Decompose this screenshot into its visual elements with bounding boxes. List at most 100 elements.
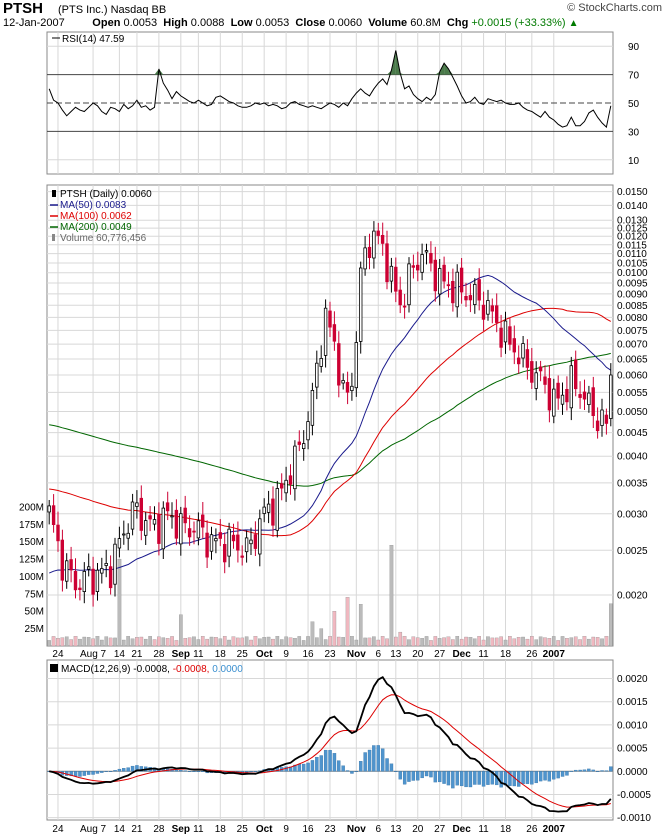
price-tick-label: 0.0050 [617,407,648,418]
macd-x-label: 23 [324,824,336,835]
volume-bar [174,640,179,647]
macd-histogram-bar [139,766,144,772]
price-legend-entry: MA(50) 0.0083 [60,200,127,211]
candle-body [508,326,512,345]
candle-body [380,234,385,244]
volume-bar [604,636,609,647]
candle-body [337,343,341,386]
macd-histogram-bar [310,760,315,772]
volume-bar [464,636,468,647]
macd-x-label: Dec [452,824,471,835]
quote-line: 12-Jan-2007 Open 0.0053 High 0.0088 Low … [3,17,579,29]
candle-body [51,505,56,526]
volume-bar [192,636,196,647]
macd-histogram-bar [538,771,543,782]
volume-bar [288,637,293,647]
price-x-label: Nov [347,649,366,660]
candle-body [556,382,560,399]
candle-body [108,566,113,589]
macd-histogram-bar [547,771,552,782]
candle-body [389,265,394,282]
volume-tick-label: 175M [19,520,44,531]
candle-body [411,265,415,268]
candle-body [547,378,552,411]
price-tick-label: 0.0030 [617,509,648,520]
price-tick-label: 0.0065 [617,354,648,365]
macd-histogram-bar [315,757,319,772]
volume-bar [565,638,569,647]
volume-bar [64,636,69,647]
volume-bar [319,628,324,647]
price-x-label: Sep [172,649,190,660]
macd-histogram-bar [341,765,345,772]
volume-bar [227,639,231,647]
volume-bar [591,636,596,647]
price-tick-label: 0.0045 [617,428,648,439]
volume-bar [420,638,424,647]
volume-bar [442,637,446,647]
candle-body [429,252,433,264]
price-tick-label: 0.0055 [617,388,648,399]
volume-tick-label: 50M [25,607,44,618]
candle-body [543,376,547,385]
volume-bar [429,640,433,647]
candle-body [341,380,345,384]
macd-histogram-bar [69,771,73,777]
volume-bar [306,636,310,647]
macd-histogram-bar [459,771,464,787]
macd-histogram-bar [600,770,604,772]
macd-histogram-bar [438,771,442,783]
macd-histogram-bar [376,745,380,772]
volume-bar [236,637,240,647]
price-x-label: 26 [526,649,538,660]
volume-bar [543,637,547,647]
rsi-overbought-fill [154,68,159,75]
volume-bar [424,636,429,647]
volume-bar [60,637,65,647]
macd-legend-prefix: MACD(12,26,9) -0.0008, [61,664,173,675]
volume-bar [481,639,486,647]
volume-bar [503,639,508,647]
volume-bar [139,636,144,647]
price-tick-label: 0.0105 [617,258,648,269]
volume-bar [253,636,258,647]
candle-body [82,571,86,593]
volume-bar [385,638,389,647]
volume-tick-label: 125M [19,555,44,566]
volume-bar [271,638,275,647]
macd-histogram-bar [244,771,249,773]
candle-body [328,310,332,328]
price-x-label: 11 [478,649,489,660]
macd-tick-label: 0.0015 [617,697,648,708]
candle-body [100,568,104,574]
candle-body [231,534,236,542]
volume-bar [600,638,604,647]
candle-body [60,539,64,581]
volume-bar [152,639,157,647]
volume-bar [433,636,438,647]
volume-bar [130,638,135,647]
candle-body [468,295,473,301]
volume-bar [73,636,78,647]
candle-body [117,538,122,549]
candle-body [459,267,464,293]
price-tick-label: 0.0095 [617,279,648,290]
candle-body [486,300,490,315]
volume-bar [490,637,495,647]
candle-body [398,289,402,306]
candle-body [240,555,244,558]
quote-low: 0.0053 [255,17,290,29]
candle-body [494,305,499,323]
volume-bar [573,636,578,647]
candle-body [253,534,258,549]
macd-histogram-bar [95,771,100,774]
price-tick-label: 0.0150 [617,187,648,198]
volume-bar [200,636,205,647]
candle-body [139,497,143,531]
candle-body [446,284,451,287]
macd-histogram-bar [490,771,495,785]
volume-bar [266,636,271,647]
ma50-line [49,274,612,574]
macd-histogram-bar [332,753,337,772]
macd-histogram-bar [534,771,538,784]
